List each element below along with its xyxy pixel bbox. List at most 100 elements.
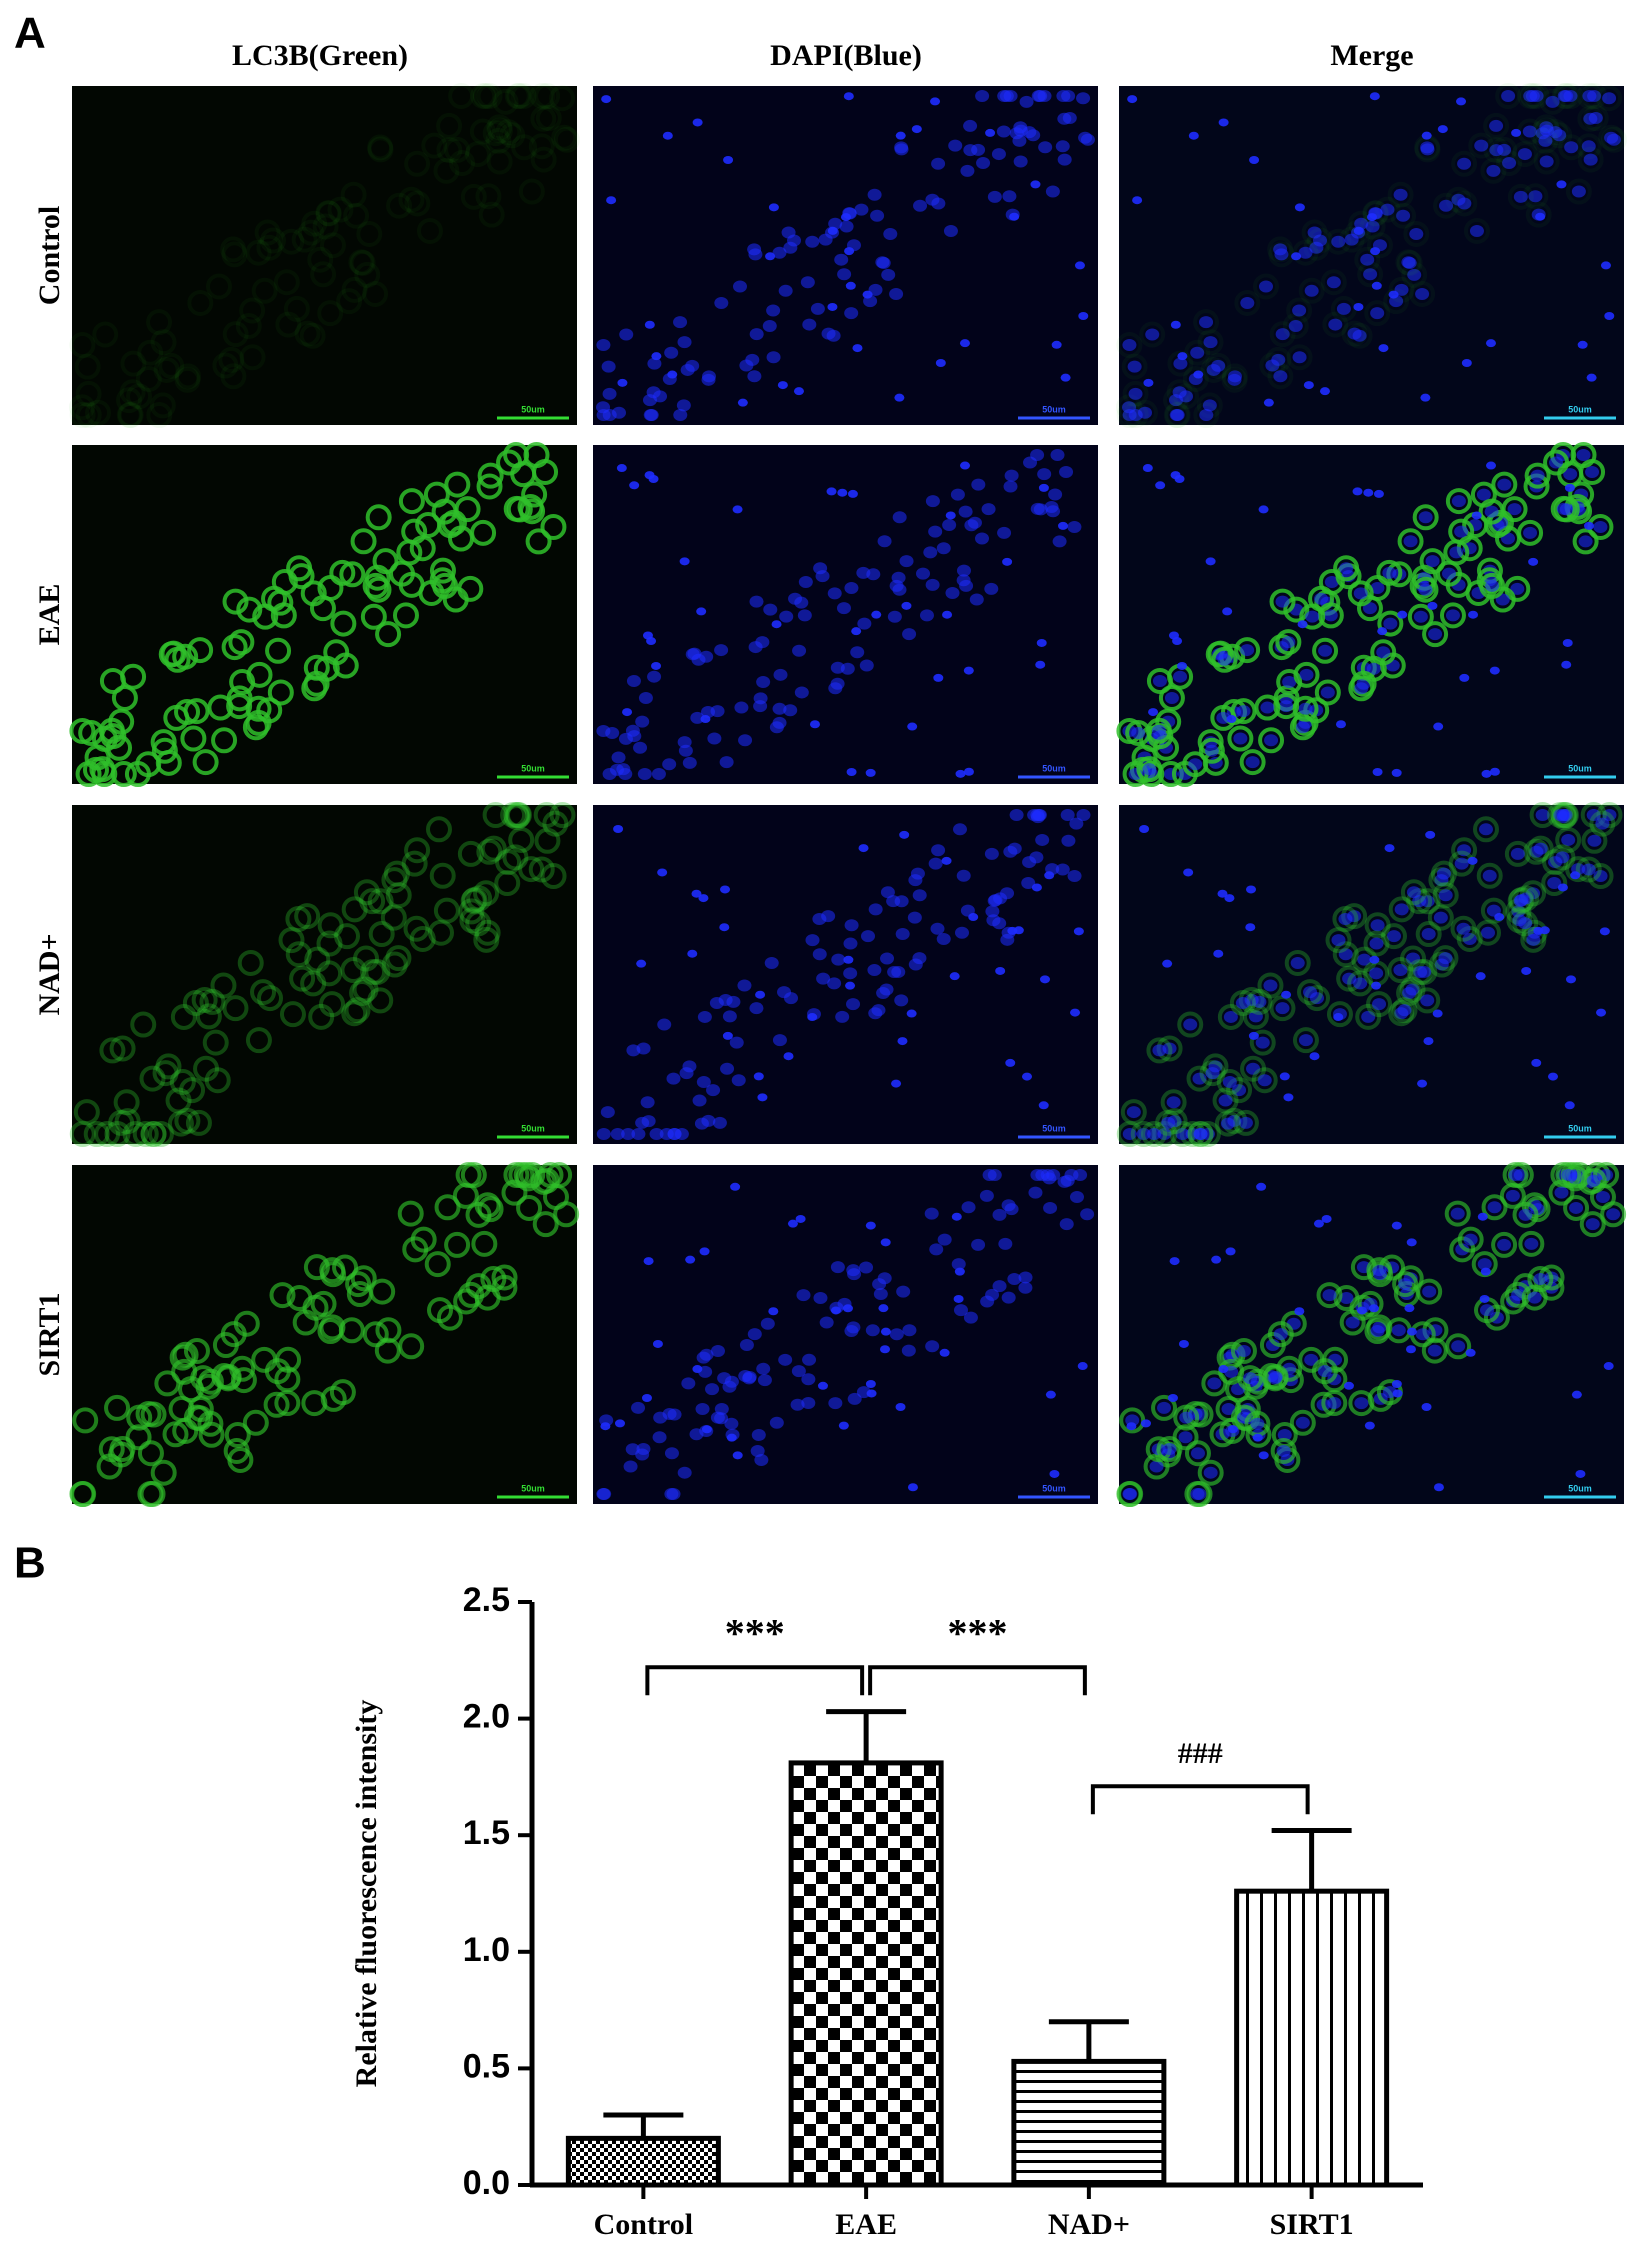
nucleus (677, 1466, 692, 1479)
cell-body (1259, 352, 1286, 379)
cell-body (75, 402, 102, 428)
cell-body (1555, 826, 1582, 853)
cell-body (341, 276, 368, 303)
nucleus (1218, 1365, 1229, 1374)
nucleus (859, 659, 874, 672)
nucleus (673, 316, 688, 329)
cell-body (1221, 363, 1248, 390)
nucleus (1298, 246, 1313, 259)
nucleus (1486, 164, 1501, 177)
nucleus (931, 197, 946, 210)
cell-body (1519, 83, 1546, 109)
cell-body (246, 661, 273, 688)
nucleus (812, 912, 827, 925)
nucleus (1420, 393, 1431, 402)
nucleus (1575, 1469, 1586, 1478)
nucleus (1439, 199, 1454, 212)
cell-body (1476, 862, 1503, 889)
nucleus (777, 986, 792, 999)
nucleus (696, 1075, 711, 1088)
nucleus (651, 661, 662, 670)
nucleus (756, 676, 771, 689)
cell-body (167, 1110, 194, 1137)
nucleus (1067, 870, 1082, 883)
cell-body (1214, 1110, 1241, 1137)
nucleus (691, 889, 702, 898)
nucleus (1222, 1075, 1237, 1088)
cell-body (1273, 693, 1300, 720)
nucleus (1248, 1031, 1259, 1040)
nucleus (1391, 768, 1402, 777)
cell-body (215, 1364, 242, 1391)
cell-body (1388, 276, 1415, 303)
bar (788, 1760, 944, 2188)
cell-body (392, 602, 419, 629)
cell-body (345, 1271, 372, 1298)
nucleus (953, 1304, 968, 1317)
nucleus (1450, 1207, 1465, 1220)
cell-body (1600, 1201, 1627, 1228)
nucleus (911, 125, 922, 134)
cell-body (1600, 126, 1627, 153)
nucleus (1056, 90, 1071, 102)
nucleus (1155, 481, 1166, 490)
nucleus (1221, 1403, 1236, 1416)
cell-body (334, 923, 361, 950)
cell-body (120, 350, 147, 377)
nucleus (1533, 1273, 1548, 1286)
nucleus (644, 409, 659, 421)
nucleus (1044, 871, 1055, 880)
nucleus (714, 644, 729, 657)
cell-body (75, 761, 102, 787)
nucleus (1001, 1291, 1016, 1304)
cell-body (1412, 504, 1439, 531)
cell-body (1548, 1179, 1575, 1206)
nucleus (1038, 1101, 1049, 1110)
cell-body (198, 1421, 225, 1448)
nucleus (868, 903, 883, 916)
cell-body (1321, 1390, 1348, 1417)
nucleus (1309, 1052, 1320, 1061)
cell-body (341, 896, 368, 923)
nucleus (657, 868, 668, 877)
nucleus (856, 566, 871, 579)
cell-body (1184, 1481, 1211, 1507)
nucleus (963, 1311, 978, 1324)
nucleus (1233, 732, 1248, 745)
cell-body (260, 227, 287, 254)
nucleus (1080, 1208, 1095, 1221)
nucleus (873, 1288, 888, 1301)
cell-body (69, 1121, 96, 1147)
nucleus (1028, 1186, 1043, 1199)
nucleus (793, 387, 804, 396)
nucleus (891, 1079, 902, 1088)
nucleus (837, 488, 848, 497)
nucleus (681, 1377, 696, 1390)
cell-body (99, 1037, 126, 1064)
nucleus (876, 986, 891, 999)
cell-body (72, 1407, 99, 1434)
nucleus (626, 674, 641, 687)
cell-body (432, 572, 459, 599)
cell-body (1580, 802, 1607, 828)
nucleus (1225, 1247, 1236, 1256)
nucleus (1073, 1169, 1088, 1181)
nucleus (802, 318, 817, 331)
nucleus (1363, 268, 1378, 281)
cell-body (1414, 987, 1441, 1014)
cell-body (1541, 870, 1568, 897)
nucleus (1245, 756, 1260, 769)
cell-body (202, 1029, 229, 1056)
nucleus (1318, 644, 1333, 657)
cell-body (341, 1000, 368, 1027)
cell-body (1533, 148, 1560, 175)
nucleus (953, 1294, 964, 1303)
nucleus (1353, 226, 1364, 235)
nucleus (1170, 320, 1181, 329)
cell-body (220, 363, 247, 390)
cell-body (323, 639, 350, 666)
nucleus (1038, 483, 1049, 492)
nucleus (1369, 92, 1380, 101)
cell-body (1251, 1067, 1278, 1094)
nucleus (916, 567, 931, 580)
